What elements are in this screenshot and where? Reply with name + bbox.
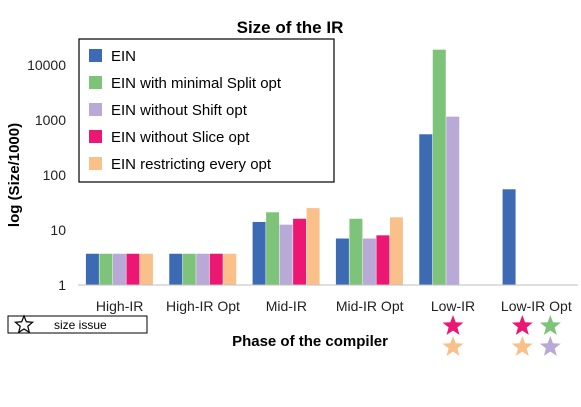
legend-box xyxy=(78,38,335,183)
bar xyxy=(85,253,99,285)
bar xyxy=(99,253,113,285)
y-tick-label: 100 xyxy=(43,167,67,183)
bar xyxy=(223,253,237,285)
x-axis-ticks: High-IR High-IR Opt Mid-IR Mid-IR Opt Low-IR… xyxy=(96,298,572,314)
legend-swatch xyxy=(89,157,102,170)
y-axis-ticks: 1 10 100 1000 10000 xyxy=(27,57,66,293)
y-tick-label: 10000 xyxy=(27,57,66,73)
legend-label: EIN without Shift opt xyxy=(111,102,248,119)
bar xyxy=(432,49,446,286)
legend-label: EIN restricting every opt xyxy=(111,156,272,173)
bar xyxy=(139,253,153,285)
bar xyxy=(196,253,210,285)
bar xyxy=(266,212,280,285)
star-icon xyxy=(13,314,35,334)
size-issue-box xyxy=(7,315,148,334)
bar xyxy=(293,218,307,285)
bar xyxy=(376,235,390,285)
size-issue-note: size issue xyxy=(7,314,148,334)
x-tick-label: High-IR Opt xyxy=(166,298,240,314)
legend: EIN EIN with minimal Split opt EIN without… xyxy=(78,38,335,183)
legend-label: EIN xyxy=(111,48,136,65)
size-issue-star-icon xyxy=(511,336,533,356)
size-issue-star-icon xyxy=(511,315,533,335)
bar xyxy=(502,189,516,285)
bar xyxy=(279,224,293,285)
size-issue-label: size issue xyxy=(54,318,107,332)
bar xyxy=(349,218,363,285)
bar xyxy=(126,253,140,285)
x-tick-label: Low-IR xyxy=(431,298,475,314)
y-tick-label: 1 xyxy=(58,277,66,293)
size-issue-markers xyxy=(442,315,561,356)
x-tick-label: Mid-IR Opt xyxy=(336,298,404,314)
bar xyxy=(252,221,266,285)
bar xyxy=(169,253,183,285)
bar xyxy=(335,238,349,285)
legend-swatch xyxy=(89,49,102,62)
bar xyxy=(419,134,433,285)
legend-label: EIN without Slice opt xyxy=(111,129,250,146)
bars xyxy=(85,49,516,286)
bar xyxy=(306,208,320,285)
x-tick-label: Mid-IR xyxy=(266,298,307,314)
size-issue-star-icon xyxy=(539,315,561,335)
y-axis-label: log (Size/1000) xyxy=(6,123,23,227)
bar xyxy=(446,116,460,285)
x-tick-label: High-IR xyxy=(96,298,143,314)
bar xyxy=(209,253,223,285)
chart-title: Size of the IR xyxy=(237,18,344,37)
bar xyxy=(182,253,196,285)
size-issue-star-icon xyxy=(442,336,464,356)
bar xyxy=(112,253,126,285)
bar xyxy=(362,238,376,285)
y-tick-label: 1000 xyxy=(35,112,66,128)
legend-swatch xyxy=(89,76,102,89)
size-issue-star-icon xyxy=(539,336,561,356)
legend-label: EIN with minimal Split opt xyxy=(111,75,282,92)
bar xyxy=(389,217,403,285)
size-issue-star-icon xyxy=(442,315,464,335)
x-tick-label: Low-IR Opt xyxy=(501,298,572,314)
x-axis-label: Phase of the compiler xyxy=(232,333,388,350)
y-tick-label: 10 xyxy=(50,222,66,238)
legend-swatch xyxy=(89,130,102,143)
legend-swatch xyxy=(89,103,102,116)
